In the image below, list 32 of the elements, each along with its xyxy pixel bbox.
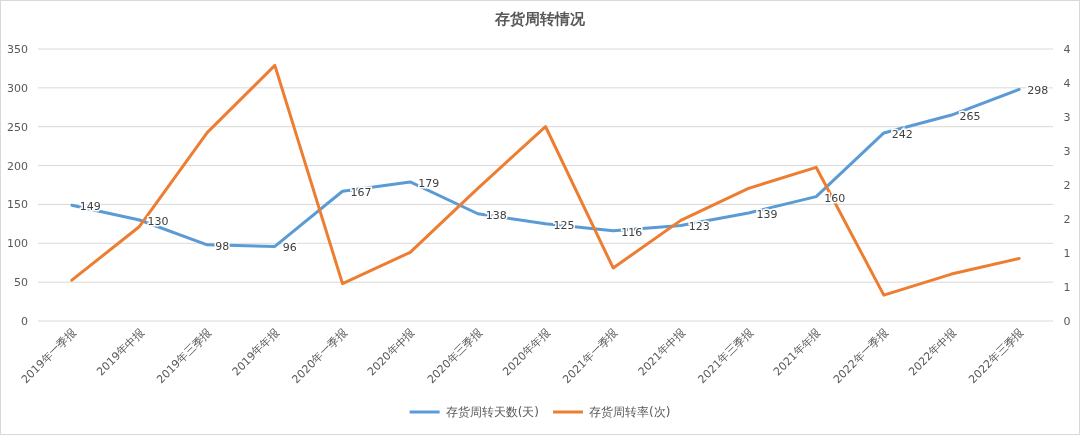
line-series — [70, 63, 1021, 297]
y-tick-label: 200 — [7, 159, 28, 173]
y2-tick-label: 3 — [1063, 145, 1071, 158]
y-tick-label: 250 — [7, 120, 28, 134]
y2-tick-label: 4 — [1063, 77, 1071, 90]
y2-tick-label: 4 — [1063, 43, 1071, 56]
y2-tick-label: 1 — [1063, 281, 1071, 294]
data-label: 125 — [553, 218, 575, 232]
y-tick-label: 350 — [7, 43, 28, 56]
data-label: 130 — [147, 214, 169, 228]
legend-label: 存货周转天数(天) — [445, 405, 539, 419]
data-label: 242 — [891, 127, 913, 141]
y2-tick-label: 1 — [1063, 247, 1071, 260]
y2-tick-label: 2 — [1063, 179, 1071, 192]
chart-title: 存货周转情况 — [494, 10, 586, 28]
y2-tick-label: 3 — [1063, 111, 1071, 124]
y2-tick-label: 0 — [1063, 315, 1071, 328]
data-label: 265 — [959, 110, 981, 124]
y-tick-label: 150 — [7, 198, 28, 212]
y-tick-label: 50 — [14, 276, 28, 290]
y-tick-label: 0 — [21, 315, 28, 328]
data-label: 179 — [418, 176, 440, 190]
data-label: 167 — [350, 186, 372, 200]
data-label: 139 — [756, 207, 778, 221]
legend-label: 存货周转率(次) — [589, 405, 671, 419]
data-label: 96 — [282, 241, 297, 255]
y-tick-label: 100 — [7, 237, 28, 251]
data-label: 123 — [688, 220, 710, 234]
y2-tick-label: 2 — [1063, 213, 1071, 226]
data-label: 138 — [485, 208, 507, 222]
y-tick-label: 300 — [7, 81, 28, 95]
data-label: 298 — [1027, 84, 1049, 98]
